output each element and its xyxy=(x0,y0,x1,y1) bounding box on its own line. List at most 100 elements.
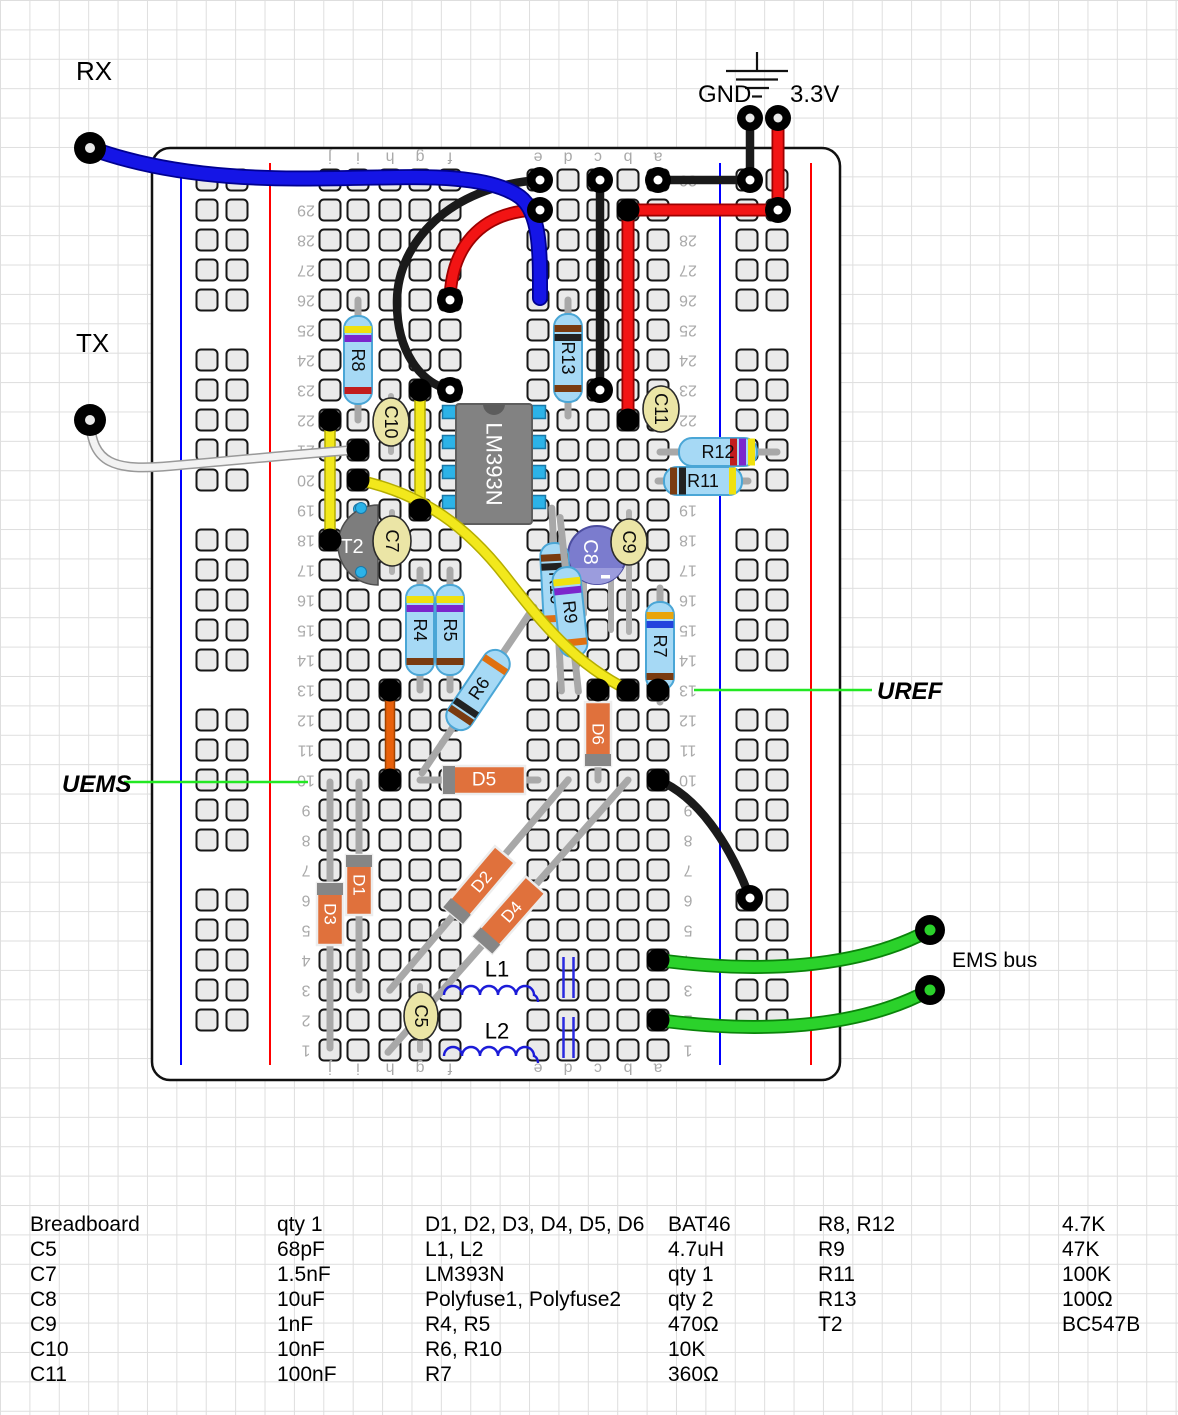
diode-d6[interactable]: D6 xyxy=(583,686,613,784)
wire-junction[interactable] xyxy=(378,678,402,702)
svg-text:e: e xyxy=(533,149,542,166)
svg-text:f: f xyxy=(447,1060,452,1077)
capacitor-c5[interactable]: C5 xyxy=(403,983,439,1053)
capacitor-c11[interactable]: C11 xyxy=(642,385,680,433)
wire-junction[interactable] xyxy=(408,498,432,522)
svg-text:j: j xyxy=(328,1060,333,1077)
wire-junction[interactable] xyxy=(646,1008,670,1032)
ems-bus-pin-1[interactable] xyxy=(915,915,945,945)
svg-text:9: 9 xyxy=(301,802,310,819)
diode-d3[interactable]: D3 xyxy=(315,778,345,1052)
wire-junction[interactable] xyxy=(616,198,640,222)
wire-red-f26-e29[interactable] xyxy=(443,203,545,307)
parts-list-cell: 10K xyxy=(668,1338,706,1361)
svg-text:R13: R13 xyxy=(558,341,578,374)
resistor-r6[interactable]: R6 xyxy=(410,599,545,780)
svg-text:13: 13 xyxy=(679,682,697,699)
parts-list-cell: R4, R5 xyxy=(425,1313,491,1336)
parts-list-cell: 47K xyxy=(1062,1238,1100,1261)
resistor-r5[interactable]: R5 xyxy=(435,566,465,694)
resistor-r4[interactable]: R4 xyxy=(405,566,435,694)
wire-black-bottom-right[interactable] xyxy=(653,775,755,903)
svg-text:10: 10 xyxy=(679,772,697,789)
v33-pin[interactable] xyxy=(765,105,791,131)
resistor-r11[interactable]: R11 xyxy=(654,466,752,496)
svg-text:4: 4 xyxy=(301,952,310,969)
svg-text:T2: T2 xyxy=(340,536,363,558)
svg-text:20: 20 xyxy=(297,472,315,489)
uref-label: UREF xyxy=(877,678,944,705)
parts-list-cell: 10uF xyxy=(277,1288,325,1311)
svg-text:23: 23 xyxy=(297,382,315,399)
resistor-r8[interactable]: R8 xyxy=(343,296,373,424)
diode-d2[interactable]: D2 xyxy=(380,771,578,998)
svg-text:24: 24 xyxy=(297,352,315,369)
capacitor-c7[interactable]: C7 xyxy=(372,509,412,575)
svg-text:8: 8 xyxy=(683,832,692,849)
svg-text:15: 15 xyxy=(297,622,315,639)
wire-junction[interactable] xyxy=(378,768,402,792)
gnd-pin[interactable] xyxy=(737,105,763,131)
wire-junction[interactable] xyxy=(646,948,670,972)
svg-text:L2: L2 xyxy=(485,1019,509,1044)
wire-junction[interactable] xyxy=(318,408,342,432)
wire-white-tx[interactable] xyxy=(85,415,361,473)
wire-junction[interactable] xyxy=(586,678,610,702)
wire-yellow-long[interactable] xyxy=(352,474,634,696)
svg-text:a: a xyxy=(653,1060,662,1077)
wire-junction[interactable] xyxy=(318,528,342,552)
wire-blue-rx[interactable] xyxy=(82,140,549,306)
svg-text:i: i xyxy=(356,1060,360,1077)
svg-text:h: h xyxy=(386,149,395,166)
wire-green-ems-1[interactable] xyxy=(651,924,935,974)
transistor-t2[interactable]: T2 xyxy=(337,502,379,586)
tx-pin[interactable] xyxy=(74,404,106,436)
svg-text:6: 6 xyxy=(683,892,692,909)
diode-d5[interactable]: D5 xyxy=(416,764,542,796)
gnd-label: GND xyxy=(698,81,751,108)
polyfuse-1[interactable] xyxy=(562,957,575,998)
svg-text:29: 29 xyxy=(297,202,315,219)
parts-list-cell: qty 1 xyxy=(668,1263,714,1286)
svg-text:g: g xyxy=(416,149,425,166)
parts-list-cell: R13 xyxy=(818,1288,857,1311)
parts-list-cell: R11 xyxy=(818,1263,855,1286)
svg-text:6: 6 xyxy=(301,892,310,909)
svg-text:D5: D5 xyxy=(472,770,496,791)
wire-black-arc[interactable] xyxy=(392,175,545,395)
svg-text:8: 8 xyxy=(301,832,310,849)
parts-list-cell: 4.7uH xyxy=(668,1238,725,1261)
inductor-l1[interactable]: L1 xyxy=(442,957,540,1003)
wire-junction[interactable] xyxy=(346,438,370,462)
wire-green-ems-2[interactable] xyxy=(651,984,935,1034)
svg-text:17: 17 xyxy=(297,562,315,579)
capacitor-c9[interactable]: C9 xyxy=(610,509,648,635)
wire-junction[interactable] xyxy=(408,378,432,402)
parts-list-cell: R7 xyxy=(425,1363,452,1386)
parts-list-cell: C7 xyxy=(30,1263,57,1286)
parts-list-cell: L1, L2 xyxy=(425,1238,484,1261)
parts-list-cell: C11 xyxy=(30,1363,67,1386)
wire-junction[interactable] xyxy=(646,678,670,702)
wire-junction[interactable] xyxy=(616,678,640,702)
ic-lm393n[interactable]: LM393N xyxy=(441,403,547,525)
resistor-r13[interactable]: R13 xyxy=(553,296,583,420)
wire-junction[interactable] xyxy=(646,768,670,792)
ems-bus-pin-2[interactable] xyxy=(915,975,945,1005)
svg-text:a: a xyxy=(653,149,662,166)
svg-text:R9: R9 xyxy=(559,600,581,625)
svg-text:R12: R12 xyxy=(701,442,734,462)
wire-junction[interactable] xyxy=(346,468,370,492)
parts-list-cell: BC547B xyxy=(1062,1313,1141,1336)
diode-d1[interactable]: D1 xyxy=(344,778,374,994)
resistor-r12[interactable]: R12 xyxy=(656,437,781,467)
svg-text:1: 1 xyxy=(301,1042,310,1059)
wire-junction[interactable] xyxy=(616,408,640,432)
svg-text:12: 12 xyxy=(297,712,315,729)
capacitor-c10[interactable]: C10 xyxy=(372,393,410,455)
ground-symbol xyxy=(726,52,788,98)
svg-text:R5: R5 xyxy=(440,618,460,641)
polyfuse-2[interactable] xyxy=(562,1017,575,1058)
rx-pin[interactable] xyxy=(74,132,106,164)
inductor-l2[interactable]: L2 xyxy=(442,1019,540,1064)
